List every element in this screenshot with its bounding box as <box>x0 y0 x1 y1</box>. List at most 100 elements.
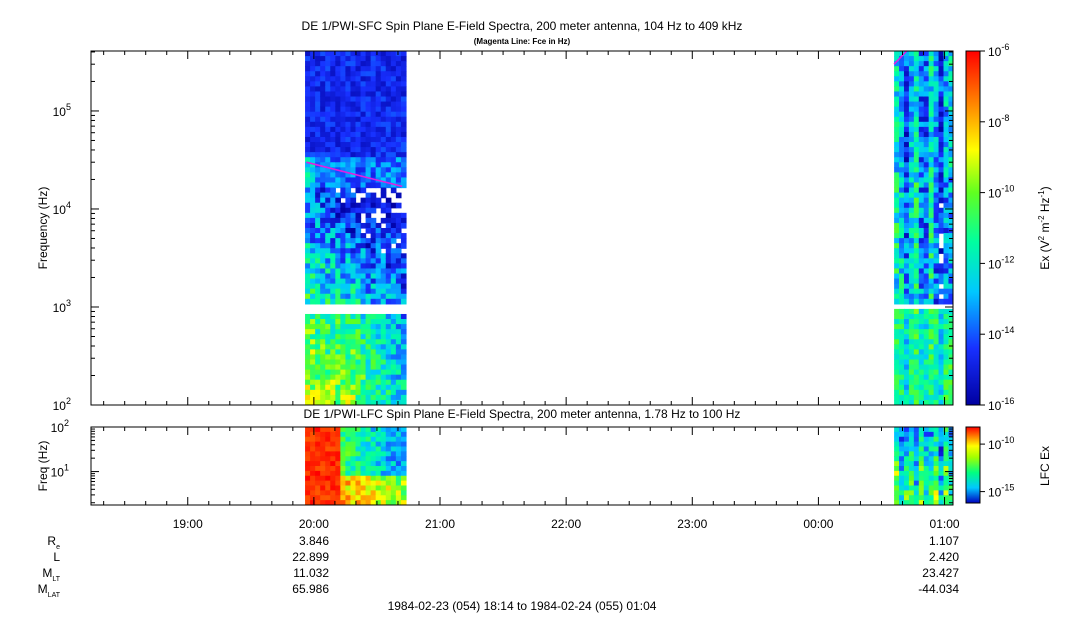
spectrogram-cell <box>400 177 407 184</box>
spectrogram-cell <box>943 324 950 330</box>
spectrogram-cell <box>375 81 382 87</box>
spectrogram-cell <box>385 126 392 133</box>
spectrogram-cell <box>948 167 953 173</box>
spectrogram-cell <box>360 142 367 148</box>
spectrogram-cell <box>315 293 321 300</box>
spectrogram-cell <box>938 101 945 108</box>
spectrogram-cell <box>899 238 905 244</box>
spectrogram-cell <box>325 470 331 477</box>
spectrogram-cell <box>899 456 905 462</box>
spectrogram-cell <box>345 278 352 285</box>
spectrogram-cell <box>923 293 930 300</box>
spectrogram-cell <box>933 197 940 204</box>
spectrogram-cell <box>943 273 950 280</box>
spectrogram-cell <box>375 441 382 448</box>
spectrogram-cell <box>355 66 362 72</box>
spectrogram-cell <box>340 369 347 376</box>
spectrogram-cell <box>350 278 357 285</box>
spectrogram-cell <box>918 298 925 305</box>
spectrogram-cell <box>913 243 920 249</box>
spectrogram-cell <box>310 293 316 300</box>
spectrogram-cell <box>918 379 925 386</box>
spectrogram-cell <box>923 475 930 482</box>
spectrogram-cell <box>305 91 311 98</box>
spectrogram-cell <box>933 344 940 350</box>
spectrogram-cell <box>395 278 402 285</box>
spectrogram-cell <box>310 76 316 82</box>
spectrogram-cell <box>330 470 336 477</box>
spectrogram-cell <box>908 126 915 133</box>
spectrogram-cell <box>385 56 392 62</box>
spectrogram-cell <box>335 126 341 133</box>
spectrogram-cell <box>918 394 925 401</box>
spectrogram-cell <box>918 466 925 472</box>
bottom-colorbar <box>965 426 981 504</box>
spectrogram-cell <box>335 253 341 259</box>
spectrogram-cell <box>335 470 341 477</box>
spectrogram-cell <box>894 495 900 501</box>
spectrogram-cell <box>365 268 372 275</box>
spectrogram-cell <box>305 142 311 148</box>
spectrogram-cell <box>908 475 915 482</box>
spectrogram-cell <box>315 248 321 254</box>
spectrogram-cell <box>385 313 392 320</box>
spectrogram-cell <box>400 238 407 244</box>
spectrogram-cell <box>385 354 392 361</box>
spectrogram-cell <box>325 126 331 133</box>
spectrogram-cell <box>400 283 407 290</box>
spectrogram-cell <box>933 177 940 184</box>
spectrogram-cell <box>908 308 915 315</box>
spectrogram-cell <box>899 66 905 72</box>
spectrogram-cell <box>395 475 402 482</box>
spectrogram-cell <box>894 456 900 462</box>
spectrogram-cell <box>310 147 316 153</box>
spectrogram-cell <box>899 233 905 239</box>
spectrogram-cell <box>894 431 900 438</box>
spectrogram-cell <box>903 485 910 491</box>
spectrogram-cell <box>395 61 402 67</box>
spectrogram-cell <box>370 354 377 361</box>
spectrogram-cell <box>894 319 900 325</box>
spectrogram-cell <box>360 167 367 173</box>
spectrogram-cell <box>370 192 377 199</box>
spectrogram-cell <box>395 177 402 184</box>
spectrogram-cell <box>928 177 935 184</box>
spectrogram-cell <box>320 228 326 234</box>
spectrogram-cell <box>938 217 945 224</box>
spectrogram-cell <box>335 121 341 128</box>
spectrogram-cell <box>390 431 397 438</box>
spectrogram-cell <box>375 500 382 505</box>
spectrogram-cell <box>320 182 326 189</box>
spectrogram-cell <box>380 192 387 199</box>
spectrogram-cell <box>355 354 362 361</box>
spectrogram-cell <box>335 76 341 82</box>
spectrogram-cell <box>345 248 352 254</box>
spectrogram-cell <box>918 187 925 194</box>
spectrogram-cell <box>938 446 945 452</box>
spectrogram-cell <box>894 228 900 234</box>
spectrogram-cell <box>380 86 387 93</box>
spectrogram-cell <box>894 136 900 143</box>
spectrogram-cell <box>903 207 910 214</box>
spectrogram-cell <box>350 66 357 72</box>
spectrogram-cell <box>355 86 362 93</box>
spectrogram-cell <box>938 339 945 345</box>
spectrogram-cell <box>390 177 397 184</box>
spectrogram-cell <box>923 288 930 295</box>
spectrogram-cell <box>325 136 331 143</box>
spectrogram-cell <box>923 466 930 472</box>
spectrogram-cell <box>899 177 905 184</box>
spectrogram-cell <box>350 369 357 376</box>
spectrogram-cell <box>325 222 331 229</box>
spectrogram-cell <box>390 461 397 467</box>
spectrogram-cell <box>908 182 915 189</box>
spectrogram-cell <box>943 344 950 350</box>
spectrogram-cell <box>948 253 953 259</box>
spectrogram-cell <box>330 427 336 433</box>
spectrogram-cell <box>899 369 905 376</box>
spectrogram-cell <box>370 258 377 264</box>
spectrogram-cell <box>928 167 935 173</box>
spectrogram-cell <box>918 384 925 391</box>
spectrogram-cell <box>320 121 326 128</box>
spectrogram-cell <box>350 152 357 158</box>
